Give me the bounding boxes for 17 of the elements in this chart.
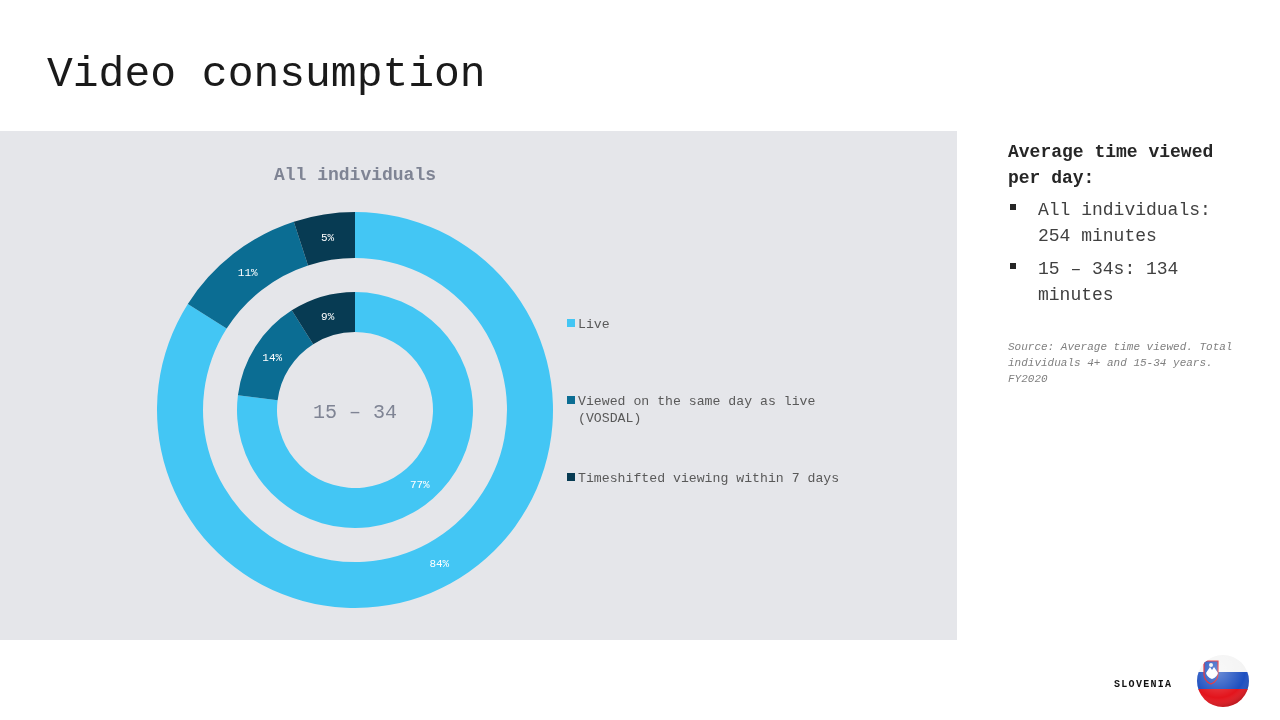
slice-label: All individuals	[273, 165, 437, 185]
source-note: Source: Average time viewed. Total individuals 4+ and 15-34 years. FY2020	[1008, 341, 1233, 385]
data-label: 84%	[429, 558, 450, 571]
legend-label: Live	[578, 317, 610, 332]
data-label: 9%	[321, 310, 335, 323]
text: 15 – 34s: 134 minutes	[1038, 259, 1179, 305]
data-label: 11%	[237, 266, 259, 279]
data-label: 77%	[409, 478, 431, 491]
text: SLOVENIA	[1114, 679, 1173, 690]
legend-label: Timeshifted viewing within 7 days	[578, 471, 840, 486]
data-label: 14%	[262, 352, 283, 365]
legend-label: Viewed on the same day as live (VOSDAL)	[578, 394, 816, 426]
text: All individuals: 254 minutes	[1038, 200, 1211, 246]
slice-label: 15 – 34	[312, 401, 398, 424]
data-label: 5%	[321, 232, 335, 245]
chart-title: Video consumption	[47, 50, 486, 99]
text: Average time viewed per day:	[1008, 142, 1214, 188]
